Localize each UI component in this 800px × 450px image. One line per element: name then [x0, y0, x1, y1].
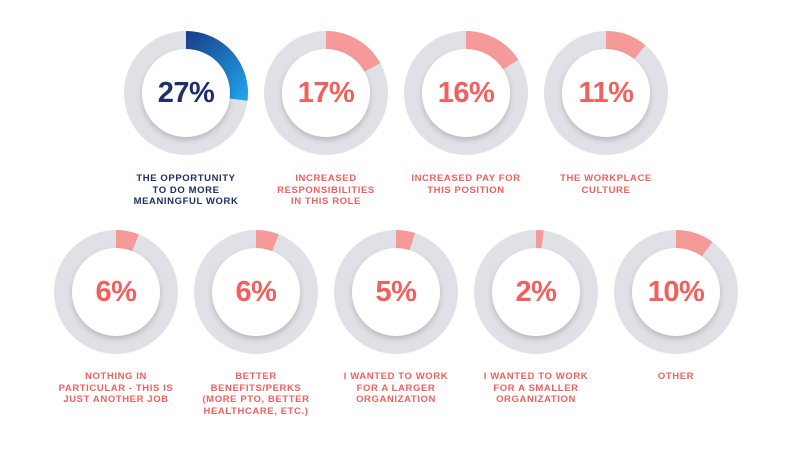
label-line: THE WORKPLACE: [560, 173, 652, 184]
donut-inner-disc: [492, 248, 580, 336]
label-line: JUST ANOTHER JOB: [63, 394, 169, 405]
donut-percent-label: 11%: [578, 76, 634, 109]
label-line: MEANINGFUL WORK: [133, 196, 239, 207]
donut-percent-label: 16%: [437, 76, 495, 109]
label-line: BETTER: [235, 371, 277, 382]
donut-percent-label: 10%: [647, 275, 705, 308]
donut-category-label: I WANTED TO WORK FOR A SMALLER ORGANIZATIO…: [456, 371, 616, 406]
donut-svg: [474, 230, 598, 354]
label-line: BENEFITS/PERKS: [210, 382, 302, 394]
donut-inner-disc: [72, 248, 160, 336]
donut-category-label: THE OPPORTUNITY TO DO MORE MEANINGFUL WORK: [106, 173, 266, 208]
donut-7: 5%: [334, 230, 458, 354]
label-line: FOR A SMALLER: [493, 382, 579, 394]
label-line: TO DO MORE: [152, 184, 220, 196]
label-line: (MORE PTO, BETTER: [202, 394, 310, 405]
label-line: I WANTED TO WORK: [483, 371, 589, 382]
donut-category-label: THE WORKPLACE CULTURE: [526, 173, 686, 196]
label-line: I WANTED TO WORK: [343, 371, 449, 382]
donut-svg: [544, 31, 668, 155]
label-line: PARTICULAR - THIS IS: [58, 382, 174, 394]
donut-percent-label: 27%: [157, 76, 215, 109]
label-line: OTHER: [657, 371, 695, 382]
donut-percent-label: 2%: [515, 275, 557, 308]
label-line: RESPONSIBILITIES: [277, 184, 375, 196]
donut-percent-label: 6%: [95, 275, 137, 308]
donut-category-label: OTHER: [596, 371, 756, 383]
donut-category-label: BETTER BENEFITS/PERKS (MORE PTO, BETTER HEA…: [176, 371, 336, 417]
label-line: FOR A LARGER: [356, 382, 436, 394]
donut-svg: [124, 31, 248, 155]
donut-svg: [194, 230, 318, 354]
donut-1: 27%: [124, 31, 248, 155]
donut-value-arc: [536, 230, 544, 251]
donut-8: 2%: [474, 230, 598, 354]
donut-inner-disc: [142, 49, 230, 137]
donut-svg: [264, 31, 388, 155]
donut-svg: [54, 230, 178, 354]
donut-svg: [404, 31, 528, 155]
donut-value-arc: [676, 230, 713, 259]
label-line: CULTURE: [581, 184, 631, 196]
label-line: INCREASED: [295, 173, 357, 184]
donut-category-label: I WANTED TO WORK FOR A LARGER ORGANIZATION: [316, 371, 476, 406]
donut-inner-disc: [282, 49, 370, 137]
donut-3: 16%: [404, 31, 528, 155]
donut-2: 17%: [264, 31, 388, 155]
donut-4: 11%: [544, 31, 668, 155]
donut-percent-label: 5%: [375, 275, 417, 308]
donut-value-arc: [326, 31, 381, 73]
label-line: INCREASED PAY FOR: [411, 173, 521, 184]
donut-value-arc: [466, 31, 519, 71]
donut-9: 10%: [614, 230, 738, 354]
donut-svg: [334, 230, 458, 354]
donut-category-label: INCREASED PAY FOR THIS POSITION: [386, 173, 546, 196]
label-line: ORGANIZATION: [496, 394, 576, 405]
donut-value-arc: [606, 31, 646, 61]
donut-category-label: NOTHING IN PARTICULAR - THIS IS JUST ANOTH…: [36, 371, 196, 406]
donut-inner-disc: [212, 248, 300, 336]
donut-value-arc: [396, 230, 416, 253]
label-line: HEALTHCARE, ETC.): [203, 405, 309, 417]
donut-svg: [614, 230, 738, 354]
donut-inner-disc: [562, 49, 650, 137]
donut-value-arc: [256, 230, 279, 253]
label-line: IN THIS ROLE: [290, 196, 361, 207]
donut-inner-disc: [352, 248, 440, 336]
donut-value-arc: [116, 230, 139, 253]
donut-6: 6%: [194, 230, 318, 354]
donut-percent-label: 17%: [297, 76, 355, 109]
donut-inner-disc: [422, 49, 510, 137]
donut-value-arc: [186, 31, 248, 101]
donut-percent-label: 6%: [235, 275, 277, 308]
donut-5: 6%: [54, 230, 178, 354]
label-line: THIS POSITION: [427, 184, 505, 196]
label-line: ORGANIZATION: [356, 394, 436, 405]
label-line: THE OPPORTUNITY: [136, 173, 236, 184]
label-line: NOTHING IN: [85, 371, 147, 382]
donut-inner-disc: [632, 248, 720, 336]
donut-category-label: INCREASED RESPONSIBILITIES IN THIS ROLE: [246, 173, 406, 208]
